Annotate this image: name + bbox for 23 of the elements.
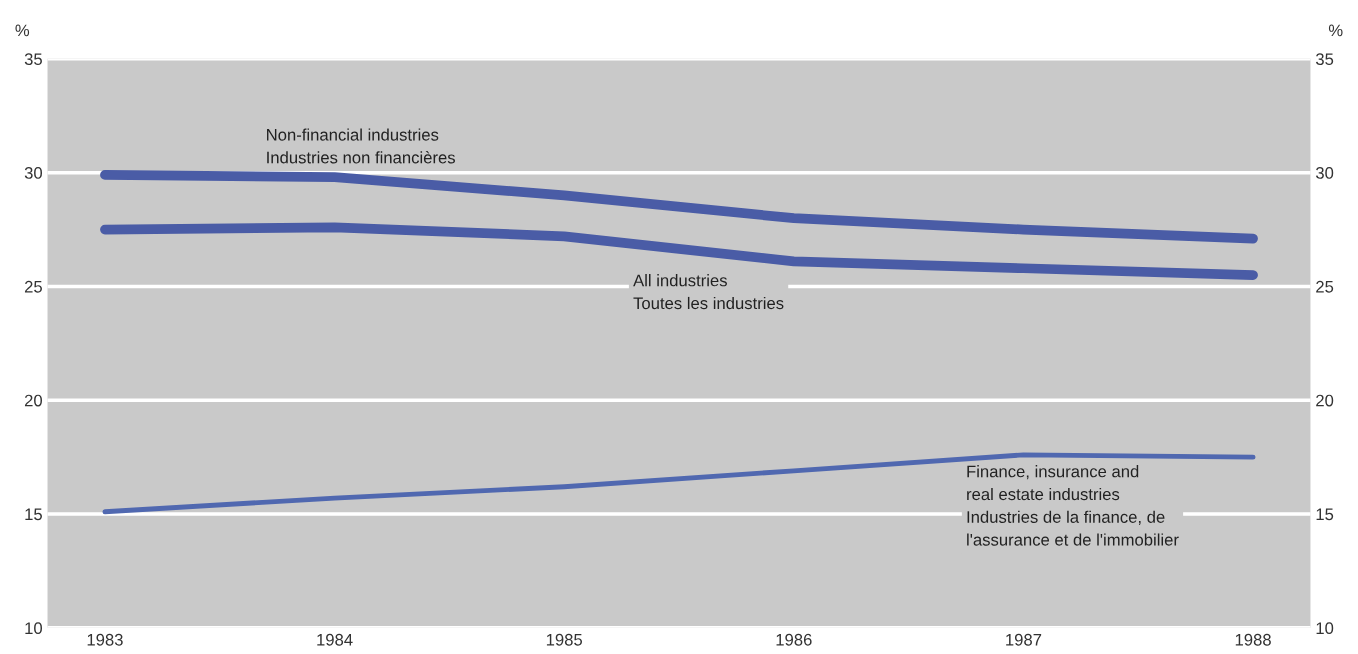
y-tick-label: 10 bbox=[25, 622, 43, 635]
y-tick-label: 20 bbox=[24, 394, 43, 407]
series-label: Finance, insurance and real estate industries Industries de la finance, de l'assurance et de l'immobilier bbox=[967, 465, 1179, 546]
y-axis-title: % bbox=[15, 24, 30, 37]
series-label: Non-financial industries Industries non financières bbox=[267, 128, 455, 164]
y2-tick-label: 20 bbox=[1316, 394, 1334, 407]
x-tick-label: 1986 bbox=[776, 633, 812, 646]
x-tick-label: 1985 bbox=[546, 633, 583, 646]
x-tick-label: 1984 bbox=[317, 633, 353, 646]
y2-axis-title: % bbox=[1328, 24, 1343, 37]
y-tick-label: 25 bbox=[24, 280, 42, 293]
x-tick-label: 1987 bbox=[1006, 633, 1042, 646]
y2-tick-label: 10 bbox=[1316, 622, 1334, 635]
x-tick-label: 1983 bbox=[87, 633, 123, 646]
y-tick-label: 30 bbox=[24, 167, 43, 179]
y-tick-label: 35 bbox=[24, 53, 42, 66]
y-tick-label: 15 bbox=[25, 508, 42, 521]
x-tick-label: 1988 bbox=[1235, 633, 1271, 646]
y2-tick-label: 15 bbox=[1316, 508, 1334, 521]
y2-tick-label: 35 bbox=[1315, 53, 1334, 66]
series-label: All industries Toutes les industries bbox=[633, 274, 784, 310]
y2-tick-label: 25 bbox=[1316, 280, 1334, 293]
y2-tick-label: 30 bbox=[1315, 167, 1334, 179]
